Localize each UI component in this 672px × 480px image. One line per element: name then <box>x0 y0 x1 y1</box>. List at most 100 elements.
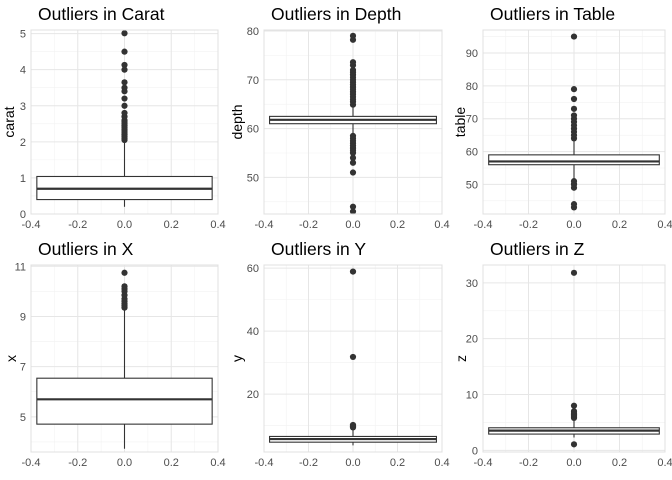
x-tick-label: 0.2 <box>612 457 627 469</box>
y-tick-label: 10 <box>466 390 478 402</box>
panel-border <box>482 264 666 453</box>
x-tick-label: -0.4 <box>474 219 493 231</box>
y-tick-label: 11 <box>15 261 26 273</box>
y-tick-label: 60 <box>247 124 259 136</box>
outlier-point <box>349 268 357 275</box>
panel-title: Outliers in Carat <box>38 4 165 24</box>
y-axis-title: z <box>453 355 469 362</box>
x-tick-label: -0.4 <box>255 219 274 231</box>
outlier-point <box>349 208 357 215</box>
x-tick-label: 0.2 <box>612 219 627 231</box>
y-tick-label: 80 <box>247 26 259 38</box>
x-tick-label: 0.4 <box>657 457 672 469</box>
y-tick-label: 7 <box>20 362 26 374</box>
outlier-point <box>570 269 578 276</box>
x-tick-label: 0.2 <box>164 457 179 469</box>
y-tick-label: 0 <box>20 209 26 221</box>
x-tick-label: 0.0 <box>117 219 132 231</box>
x-tick-label: 0.4 <box>434 219 449 231</box>
y-tick-label: 90 <box>466 48 478 60</box>
outlier-point <box>121 269 128 276</box>
x-tick-label: 0.2 <box>390 457 405 469</box>
panel-title: Outliers in X <box>38 239 134 259</box>
y-tick-label: 40 <box>247 326 259 338</box>
panel-border <box>263 264 443 453</box>
outlier-point <box>121 79 128 86</box>
panel-6: -0.4 -0.2 0.0 0.2 0.4 0 10 20 30 z Outliers in Z <box>453 239 672 469</box>
outlier-point <box>349 203 357 210</box>
outlier-point <box>349 132 357 140</box>
iqr-box <box>36 377 213 425</box>
y-tick-label: 5 <box>20 29 26 41</box>
outlier-point <box>121 48 128 55</box>
y-tick-label: 50 <box>247 172 259 184</box>
outlier-point <box>349 159 357 166</box>
panel-title: Outliers in Depth <box>271 4 401 24</box>
outlier-point <box>570 86 578 93</box>
x-tick-label: 0.4 <box>210 457 225 469</box>
y-tick-label: 70 <box>247 75 259 87</box>
outlier-point <box>121 283 128 290</box>
y-tick-label: 9 <box>20 311 26 323</box>
x-tick-label: -0.4 <box>22 219 41 231</box>
outlier-point <box>349 169 357 176</box>
x-tick-label: -0.2 <box>68 219 87 231</box>
x-tick-label: -0.2 <box>299 219 318 231</box>
x-tick-label: 0.4 <box>210 219 225 231</box>
x-tick-label: 0.2 <box>390 219 405 231</box>
y-tick-label: 1 <box>20 173 26 185</box>
y-axis-title: table <box>452 107 468 138</box>
y-axis-title: y <box>229 355 245 362</box>
x-tick-label: 0.0 <box>566 219 581 231</box>
panel-border <box>30 29 219 215</box>
x-tick-label: -0.4 <box>255 457 274 469</box>
outlier-point <box>121 30 128 37</box>
x-tick-label: -0.2 <box>519 457 538 469</box>
panel-title: Outliers in Table <box>490 4 615 24</box>
outlier-point <box>570 105 578 112</box>
outlier-point <box>349 154 357 161</box>
y-axis-title: carat <box>1 106 17 137</box>
y-tick-label: 2 <box>20 137 26 149</box>
iqr-box <box>488 154 660 166</box>
y-tick-label: 60 <box>247 263 259 275</box>
outlier-point <box>570 178 578 185</box>
panel-title: Outliers in Z <box>490 239 585 259</box>
outlier-point <box>121 95 128 102</box>
outlier-point <box>349 66 357 74</box>
panel-4: -0.4 -0.2 0.0 0.2 0.4 5 7 9 11 x Outliers in X <box>3 239 226 469</box>
outlier-point <box>570 95 578 103</box>
outlier-point <box>349 32 357 39</box>
y-axis-title: x <box>3 355 19 362</box>
y-tick-label: 30 <box>466 278 478 290</box>
y-tick-label: 20 <box>466 334 478 346</box>
x-tick-label: 0.0 <box>117 457 132 469</box>
x-tick-label: -0.2 <box>68 457 87 469</box>
panel-1: -0.4 -0.2 0.0 0.2 0.4 0 1 2 3 4 5 carat Outliers in … <box>1 4 226 231</box>
outlier-point <box>570 441 578 448</box>
outlier-point <box>570 201 578 208</box>
panel-title: Outliers in Y <box>271 239 366 259</box>
x-tick-label: -0.4 <box>22 457 41 469</box>
y-axis-title: depth <box>229 104 245 139</box>
panel-3: -0.4 -0.2 0.0 0.2 0.4 50 60 70 80 90 table Outliers… <box>452 4 672 231</box>
y-tick-label: 80 <box>466 81 478 93</box>
y-tick-label: 70 <box>466 114 478 126</box>
y-tick-label: 3 <box>20 101 26 113</box>
panel-border <box>30 264 219 453</box>
x-tick-label: 0.0 <box>345 457 360 469</box>
x-tick-label: 0.0 <box>345 219 360 231</box>
outlier-point <box>121 61 128 69</box>
panel-border <box>482 29 666 215</box>
outlier-point <box>349 421 357 429</box>
x-tick-label: 0.4 <box>434 457 449 469</box>
x-tick-label: 0.4 <box>657 219 672 231</box>
x-tick-label: -0.2 <box>519 219 538 231</box>
outlier-point <box>121 109 128 117</box>
panel-border <box>263 29 443 215</box>
y-tick-label: 0 <box>472 445 478 457</box>
y-tick-label: 50 <box>466 179 478 191</box>
outlier-point <box>121 102 128 109</box>
x-tick-label: 0.2 <box>164 219 179 231</box>
